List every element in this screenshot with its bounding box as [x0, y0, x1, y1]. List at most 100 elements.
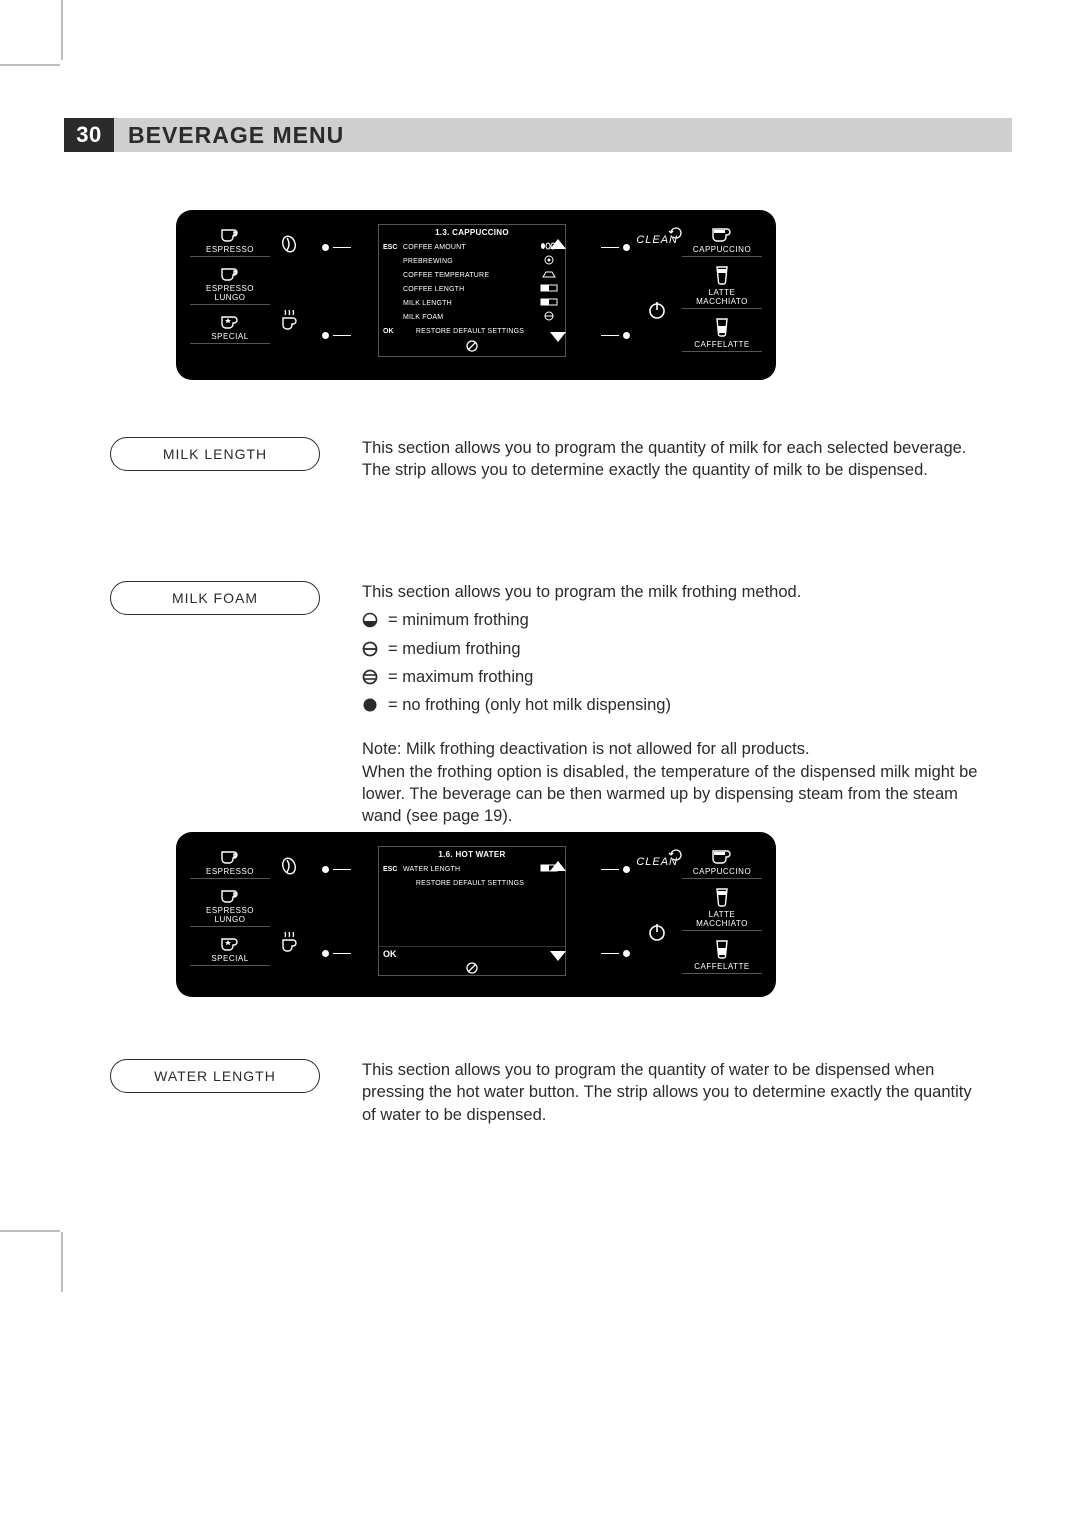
beverage-label: SPECIAL	[190, 954, 270, 966]
bean-icon	[279, 856, 299, 876]
up-arrow-icon	[550, 861, 566, 871]
beverage-label: CAFFELATTE	[682, 340, 762, 352]
menu-item: COFFEE AMOUNT	[403, 244, 537, 251]
down-arrow-icon	[550, 332, 566, 342]
connector-dot	[322, 866, 351, 873]
section-body-milk-foam: This section allows you to program the m…	[362, 581, 988, 827]
right-beverage-column: CAPPUCCINO LATTE MACCHIATO CAFFELATTE	[682, 226, 762, 360]
beverage-latte-macchiato: LATTE MACCHIATO	[682, 265, 762, 309]
connector-dot	[601, 244, 630, 251]
page-number: 30	[64, 118, 114, 152]
beverage-label: ESPRESSO	[190, 245, 270, 257]
beverage-cappuccino: CAPPUCCINO	[682, 848, 762, 879]
beverage-label: ESPRESSO LUNGO	[190, 284, 270, 305]
menu-item: PREBREWING	[403, 258, 537, 265]
power-icon	[647, 922, 667, 942]
beverage-special: SPECIAL	[190, 313, 270, 344]
cup-icon	[190, 265, 270, 284]
hot-water-icon	[279, 930, 299, 954]
page-title: BEVERAGE MENU	[128, 122, 344, 149]
star-cup-icon	[190, 313, 270, 332]
glass-icon	[682, 317, 762, 340]
crop-mark	[61, 1232, 63, 1292]
glass-icon	[682, 887, 762, 910]
beverage-caffelatte: CAFFELATTE	[682, 939, 762, 974]
beverage-caffelatte: CAFFELATTE	[682, 317, 762, 352]
temp-icon	[537, 269, 561, 281]
beverage-label: ESPRESSO	[190, 867, 270, 879]
milk-foam-note: Note: Milk frothing deactivation is not …	[362, 738, 988, 827]
screen-title: 1.6. HOT WATER	[379, 847, 565, 862]
beverage-special: SPECIAL	[190, 935, 270, 966]
lcd-screen: 1.3. CAPPUCCINO ESCCOFFEE AMOUNT PREBREW…	[378, 224, 566, 357]
beverage-espresso-lungo: ESPRESSO LUNGO	[190, 265, 270, 305]
length-bar-icon	[537, 284, 561, 294]
page-header: 30 BEVERAGE MENU	[64, 118, 1012, 152]
crop-mark	[61, 0, 63, 60]
bean-icon	[279, 234, 299, 254]
prebrew-icon	[537, 255, 561, 267]
connector-dot	[322, 332, 351, 339]
crop-mark	[0, 1230, 60, 1232]
cup-icon	[190, 226, 270, 245]
power-icon	[647, 300, 667, 320]
connector-dot	[322, 950, 351, 957]
section-heading-milk-length: MILK LENGTH	[110, 437, 320, 471]
cappuccino-cup-icon	[682, 226, 762, 245]
beverage-espresso-lungo: ESPRESSO LUNGO	[190, 887, 270, 927]
beverage-latte-macchiato: LATTE MACCHIATO	[682, 887, 762, 931]
foam-legend-none: = no frothing (only hot milk dispensing)	[362, 694, 988, 716]
foam-legend-med: = medium frothing	[362, 638, 988, 660]
menu-item: MILK LENGTH	[403, 300, 537, 307]
screen-title: 1.3. CAPPUCCINO	[379, 225, 565, 240]
foam-max-icon	[362, 669, 378, 685]
section-heading-milk-foam: MILK FOAM	[110, 581, 320, 615]
left-beverage-column: ESPRESSO ESPRESSO LUNGO SPECIAL	[190, 848, 270, 974]
esc-label: ESC	[383, 244, 403, 251]
foam-legend-max: = maximum frothing	[362, 666, 988, 688]
hot-water-icon	[279, 308, 299, 332]
star-cup-icon	[190, 935, 270, 954]
menu-item: MILK FOAM	[403, 314, 537, 321]
clean-label: CLEAN	[636, 856, 678, 868]
beverage-label: ESPRESSO LUNGO	[190, 906, 270, 927]
esc-label: ESC	[383, 866, 403, 873]
right-aux-column: CLEAN	[636, 856, 678, 942]
connector-dot	[601, 332, 630, 339]
beverage-label: LATTE MACCHIATO	[682, 910, 762, 931]
clean-label: CLEAN	[636, 234, 678, 246]
menu-item: RESTORE DEFAULT SETTINGS	[403, 328, 537, 335]
length-bar-icon	[537, 298, 561, 308]
cup-icon	[190, 887, 270, 906]
glass-icon	[682, 265, 762, 288]
glass-icon	[682, 939, 762, 962]
foam-min-icon	[362, 612, 378, 628]
beverage-espresso: ESPRESSO	[190, 848, 270, 879]
cup-icon	[190, 848, 270, 867]
left-beverage-column: ESPRESSO ESPRESSO LUNGO SPECIAL	[190, 226, 270, 352]
left-aux-column	[272, 856, 306, 954]
foam-med-icon	[362, 641, 378, 657]
connector-dot	[601, 866, 630, 873]
beverage-espresso: ESPRESSO	[190, 226, 270, 257]
menu-item: RESTORE DEFAULT SETTINGS	[403, 880, 537, 887]
down-arrow-icon	[550, 951, 566, 961]
beverage-label: SPECIAL	[190, 332, 270, 344]
left-aux-column	[272, 234, 306, 332]
connector-dot	[322, 244, 351, 251]
menu-item: WATER LENGTH	[403, 866, 537, 873]
no-entry-icon	[379, 960, 565, 978]
menu-item: COFFEE LENGTH	[403, 286, 537, 293]
section-heading-water-length: WATER LENGTH	[110, 1059, 320, 1093]
crop-mark	[0, 64, 60, 66]
foam-legend-min: = minimum frothing	[362, 609, 988, 631]
display-panel-hot-water: ESPRESSO ESPRESSO LUNGO SPECIAL 1.6. HOT…	[176, 832, 776, 997]
right-aux-column: CLEAN	[636, 234, 678, 320]
menu-item: COFFEE TEMPERATURE	[403, 272, 537, 279]
cappuccino-cup-icon	[682, 848, 762, 867]
right-beverage-column: CAPPUCCINO LATTE MACCHIATO CAFFELATTE	[682, 848, 762, 982]
connector-dot	[601, 950, 630, 957]
beverage-cappuccino: CAPPUCCINO	[682, 226, 762, 257]
foam-icon	[537, 311, 561, 323]
section-body-milk-length: This section allows you to program the q…	[362, 437, 988, 482]
